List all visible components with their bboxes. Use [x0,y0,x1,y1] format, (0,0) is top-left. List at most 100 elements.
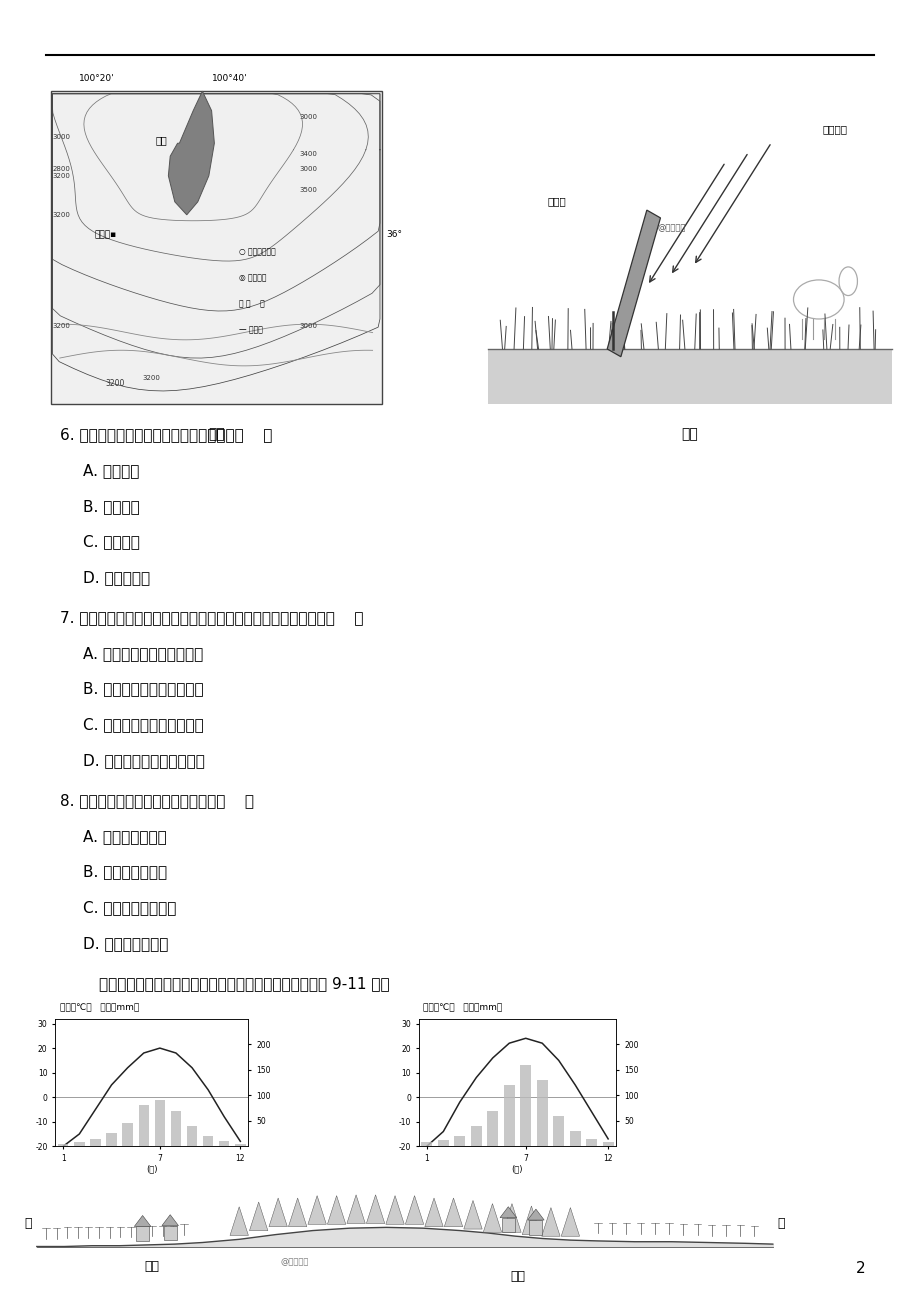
Bar [552,1116,563,1146]
Polygon shape [230,1207,248,1236]
Bar [421,1142,432,1146]
Text: 3200: 3200 [52,212,70,217]
Text: @正确教育: @正确教育 [657,223,686,232]
Polygon shape [528,1210,544,1220]
Bar [58,1143,68,1146]
Polygon shape [444,1198,462,1226]
Polygon shape [346,1195,365,1224]
Polygon shape [268,1198,287,1226]
Bar [520,1065,530,1146]
Bar [235,1143,245,1146]
Bar [203,1137,213,1146]
Bar [122,1124,132,1146]
Text: 36°: 36° [386,230,402,238]
Text: 2800: 2800 [52,167,70,172]
Polygon shape [134,1216,151,1226]
Polygon shape [289,1198,307,1226]
Text: C. 减弱蕲发，提高土壤水分: C. 减弱蕲发，提高土壤水分 [83,717,203,733]
Text: 塔拉滩▪: 塔拉滩▪ [95,230,117,238]
Polygon shape [308,1195,326,1224]
Polygon shape [500,1207,516,1217]
Bar [139,1105,149,1146]
Bar [187,1126,197,1146]
Text: 100°20': 100°20' [79,74,114,83]
Bar [136,1226,149,1241]
Text: D. 提高土地利用率: D. 提高土地利用率 [83,936,168,952]
Text: 100°40': 100°40' [212,74,247,83]
X-axis label: (月): (月) [511,1164,523,1173]
Bar [74,1142,85,1146]
Text: 共和: 共和 [155,135,166,146]
Polygon shape [561,1207,579,1236]
Bar [529,1220,542,1234]
Polygon shape [522,1206,540,1234]
Text: C. 森林破坏: C. 森林破坏 [83,534,140,549]
Bar [502,1217,515,1232]
Bar [219,1141,229,1146]
Text: @正确教育: @正确教育 [280,1256,308,1266]
Text: B. 提高水电发电量: B. 提高水电发电量 [83,865,166,880]
Text: 2: 2 [855,1260,864,1276]
Text: 3200: 3200 [52,323,70,328]
Text: 7. 光伏产业促进了塔拉滩的植被生长，关键是因为太阳能电池板（    ）: 7. 光伏产业促进了塔拉滩的植被生长，关键是因为太阳能电池板（ ） [60,609,363,625]
Bar [569,1131,580,1146]
Text: ○ 龙羊峡水电站: ○ 龙羊峡水电站 [239,247,276,256]
Polygon shape [502,1203,520,1232]
Bar [487,1111,497,1146]
Text: — 等高线: — 等高线 [239,326,263,335]
Text: 气温（℃）   降水（mm）: 气温（℃） 降水（mm） [423,1003,502,1012]
Text: A. 增加植被覆盖率: A. 增加植被覆盖率 [83,828,166,844]
Polygon shape [385,1195,403,1224]
Text: 东: 东 [777,1216,784,1229]
Polygon shape [162,1215,178,1225]
Text: 甲地: 甲地 [509,1269,525,1282]
Bar [51,91,381,404]
Bar [602,1142,613,1146]
Text: 3000: 3000 [52,134,71,139]
Text: 3000: 3000 [299,167,317,172]
Text: 8. 光伏产业园区引入牧羊业，有利于（    ）: 8. 光伏产业园区引入牧羊业，有利于（ ） [60,793,254,809]
Text: A. 草场退化: A. 草场退化 [83,462,139,478]
Polygon shape [168,91,214,215]
Polygon shape [405,1195,424,1224]
Polygon shape [482,1203,501,1232]
Text: 电池板: 电池板 [547,195,565,206]
Polygon shape [487,349,891,404]
Text: 3000: 3000 [299,115,317,120]
Bar [471,1126,482,1146]
Polygon shape [366,1195,384,1224]
Text: 3000: 3000 [299,323,317,328]
Text: 3200: 3200 [52,173,70,178]
Bar [90,1138,100,1146]
Text: 3500: 3500 [299,187,316,193]
Polygon shape [463,1200,482,1229]
Text: 乙地: 乙地 [144,1259,159,1272]
Polygon shape [607,210,660,357]
Bar [537,1079,547,1146]
Bar [164,1225,176,1241]
Polygon shape [249,1202,267,1230]
Text: 3200: 3200 [106,379,125,388]
Bar [585,1138,596,1146]
Polygon shape [541,1207,560,1236]
Text: 气温（℃）   降水（mm）: 气温（℃） 降水（mm） [60,1003,139,1012]
Text: C. 减缓沙丘移动速度: C. 减缓沙丘移动速度 [83,901,176,915]
Text: 3400: 3400 [299,151,316,156]
Text: 西: 西 [25,1216,32,1229]
Bar [504,1085,514,1146]
Bar [454,1137,465,1146]
Polygon shape [327,1195,346,1224]
Text: B. 吸收热量，增加土壤温度: B. 吸收热量，增加土壤温度 [83,681,203,697]
Text: 6. 塔拉滩地区面临的主要生态环境问题是（    ）: 6. 塔拉滩地区面临的主要生态环境问题是（ ） [60,427,272,443]
Text: ◎ 水库库区: ◎ 水库库区 [239,273,267,283]
Polygon shape [425,1198,443,1226]
Text: ～ 黄    河: ～ 黄 河 [239,299,265,309]
Text: 图甲: 图甲 [208,427,224,441]
Bar [437,1141,448,1146]
Text: B. 水土流失: B. 水土流失 [83,499,140,514]
Text: 图乙: 图乙 [681,427,698,441]
Bar [154,1100,165,1146]
Text: A. 阻挡风沙，减弱风力侵蚀: A. 阻挡风沙，减弱风力侵蚀 [83,646,203,661]
X-axis label: (月): (月) [146,1164,157,1173]
Bar [171,1111,181,1146]
